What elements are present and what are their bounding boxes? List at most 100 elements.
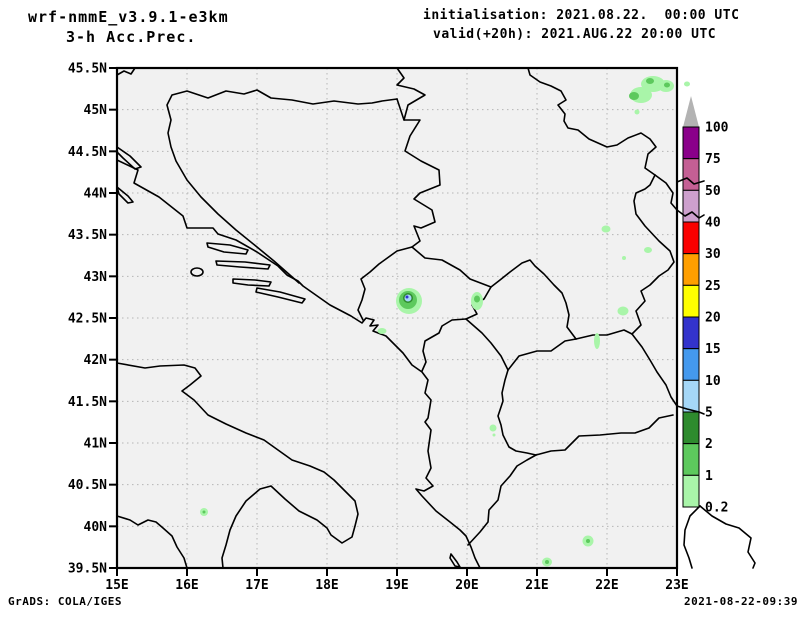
- colorbar-segment: [682, 284, 700, 318]
- colorbar-segment: [682, 316, 700, 350]
- border-kosovo-macedonia: [507, 338, 577, 371]
- lat-tick-label: 40.5N: [68, 478, 107, 493]
- axis-ticks-labels: 45.5N 45N 44.5N 44N 43.5N 43N 42.5N 42N 41.5N 41N…: [68, 62, 689, 594]
- border-croatia-bosnia: [166, 89, 398, 284]
- lat-tick-label: 45.5N: [68, 62, 107, 77]
- island-dugi-otok: [116, 186, 134, 204]
- border-fragment-right: [676, 405, 705, 415]
- border-bosnia-montenegro: [357, 246, 413, 321]
- border-serbia-montenegro: [411, 246, 492, 288]
- lat-tick-label: 45N: [84, 103, 108, 118]
- coastline-adriatic-east: [116, 159, 481, 569]
- border-slovenia-croatia: [116, 67, 136, 76]
- grads-credit: GrADS: COLA/IGES: [8, 595, 122, 608]
- island-vis: [190, 267, 204, 277]
- lon-tick-label: 22E: [595, 578, 618, 593]
- island-corfu: [449, 553, 461, 568]
- lon-tick-label: 19E: [385, 578, 408, 593]
- colorbar-segment: [682, 253, 700, 286]
- border-serbia-romania-danube: [527, 67, 657, 176]
- peninsula-peljesac: [255, 287, 306, 304]
- colorbar-level-label: 50: [705, 184, 721, 199]
- colorbar-segment: [682, 443, 700, 476]
- precip-cell: [586, 539, 590, 543]
- river-fragment-right-1: [676, 177, 705, 185]
- precipitation-cells: [200, 76, 690, 567]
- border-montenegro-albania: [421, 318, 467, 372]
- lat-tick-label: 41N: [84, 437, 108, 452]
- precip-cell: [664, 82, 670, 88]
- border-kosovo-albania: [465, 318, 509, 371]
- island-brac: [206, 242, 249, 255]
- colorbar: 100 75 50 40 30 25 20 15 10 5 2 1 0.2: [682, 96, 729, 516]
- island-korcula: [232, 278, 272, 287]
- colorbar-segment: [682, 474, 700, 508]
- precip-cell: [405, 295, 409, 299]
- border-macedonia-bulgaria: [631, 333, 678, 407]
- colorbar-level-label: 10: [705, 374, 721, 389]
- colorbar-level-label: 0.2: [705, 501, 728, 516]
- precip-cell: [601, 225, 611, 233]
- colorbar-segment: [682, 189, 700, 223]
- lon-tick-label: 16E: [175, 578, 198, 593]
- precip-cell: [492, 433, 496, 437]
- colorbar-segment: [682, 379, 700, 413]
- initialisation-time: initialisation: 2021.08.22. 00:00 UTC: [423, 8, 740, 23]
- colorbar-segment: [682, 411, 700, 445]
- lat-tick-label: 42.5N: [68, 312, 107, 327]
- colorbar-overflow-arrow: [683, 96, 699, 127]
- colorbar-segment: [682, 221, 700, 255]
- geography: [116, 67, 678, 569]
- lat-tick-label: 40N: [84, 520, 108, 535]
- coast-fragment-greece-1: [683, 505, 701, 569]
- precip-cell: [545, 560, 549, 564]
- precip-cell: [474, 295, 480, 303]
- border-macedonia-greece: [535, 414, 674, 456]
- colorbar-level-label: 2: [705, 437, 713, 452]
- model-title: wrf-nmmE_v3.9.1-e3km: [28, 8, 229, 26]
- precip-cell: [622, 256, 626, 260]
- colorbar-level-label: 20: [705, 311, 721, 326]
- colorbar-level-label: 25: [705, 279, 721, 294]
- colorbar-level-label: 30: [705, 247, 721, 262]
- precip-cell: [634, 109, 640, 115]
- lat-tick-label: 43.5N: [68, 228, 107, 243]
- lon-tick-label: 15E: [105, 578, 128, 593]
- coast-fragment-greece-2: [699, 505, 756, 569]
- lat-tick-label: 44N: [84, 187, 108, 202]
- colorbar-level-label: 15: [705, 342, 721, 357]
- precip-cell: [629, 92, 639, 100]
- geography-beyond-frame: [676, 177, 756, 569]
- border-romania-bulgaria-danube: [654, 174, 678, 211]
- coastline-italy-tyrrhenian: [116, 515, 188, 569]
- colorbar-segment: [682, 126, 700, 160]
- lat-tick-label: 39.5N: [68, 562, 107, 577]
- lon-tick-label: 20E: [455, 578, 478, 593]
- lon-tick-label: 21E: [525, 578, 548, 593]
- precip-cell: [377, 328, 387, 334]
- coastline-italy-adriatic: [116, 362, 359, 569]
- precip-cell: [617, 306, 629, 316]
- colorbar-level-label: 5: [705, 406, 713, 421]
- precip-cell: [646, 78, 654, 84]
- field-title: 3-h Acc.Prec.: [66, 28, 197, 46]
- colorbar-segment: [682, 158, 700, 191]
- precip-cell: [594, 333, 600, 349]
- colorbar-level-label: 75: [705, 152, 721, 167]
- lat-tick-label: 43N: [84, 270, 108, 285]
- precip-cell: [644, 247, 652, 253]
- river-fragment-right-2: [676, 209, 705, 219]
- lat-tick-label: 44.5N: [68, 145, 107, 160]
- lon-tick-label: 23E: [665, 578, 688, 593]
- precip-cell: [202, 510, 206, 514]
- border-macedonia-albania: [497, 369, 537, 456]
- border-kosovo-serbia: [490, 259, 577, 340]
- border-croatia-serbia: [396, 67, 426, 121]
- border-serbia-bulgaria: [631, 174, 675, 335]
- colorbar-level-label: 1: [705, 469, 713, 484]
- valid-time: valid(+20h): 2021.AUG.22 20:00 UTC: [433, 27, 717, 42]
- lat-tick-label: 42N: [84, 353, 108, 368]
- border-albania-greece: [467, 454, 537, 546]
